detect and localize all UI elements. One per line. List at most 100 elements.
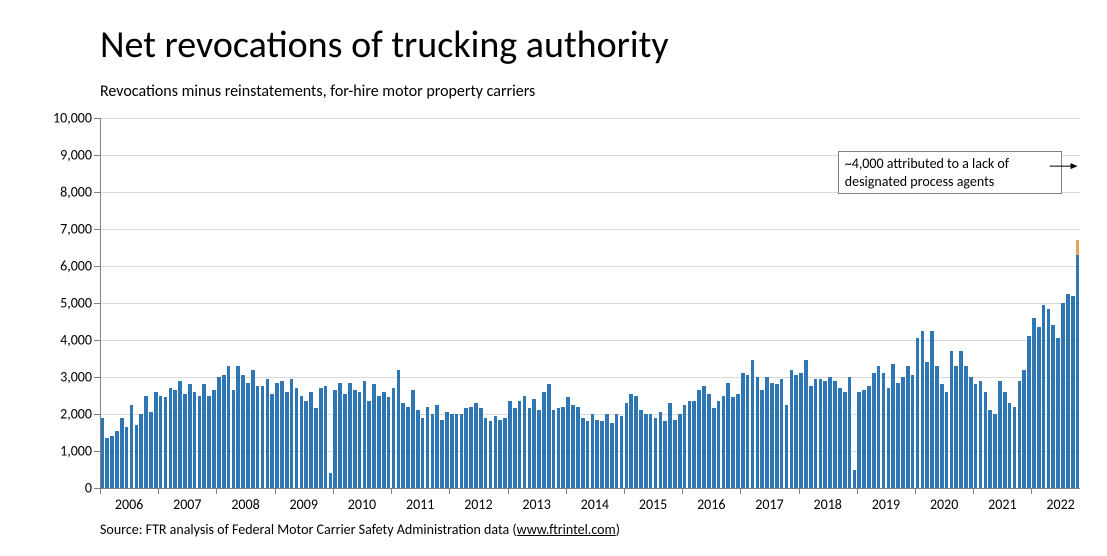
- bar: [329, 473, 333, 488]
- x-tick-label: 2007: [173, 496, 201, 513]
- bar: [1018, 381, 1022, 488]
- bar: [1042, 305, 1046, 488]
- bar: [523, 396, 527, 489]
- bar: [848, 377, 852, 488]
- bar: [838, 388, 842, 488]
- x-tick: [449, 488, 450, 494]
- bar: [906, 366, 910, 488]
- bar: [149, 412, 153, 488]
- chart-subtitle: Revocations minus reinstatements, for-hi…: [100, 82, 535, 101]
- bar: [188, 384, 192, 488]
- x-tick-label: 2022: [1046, 496, 1074, 513]
- bar: [964, 366, 968, 488]
- bar: [654, 418, 658, 488]
- bar: [421, 418, 425, 488]
- annotation-box: ~4,000 attributed to a lack ofdesignated…: [838, 151, 1062, 194]
- bar: [722, 396, 726, 489]
- x-tick-label: 2012: [464, 496, 492, 513]
- source-text: Source: FTR analysis of Federal Motor Ca…: [100, 521, 517, 538]
- bar: [639, 410, 643, 488]
- bar: [1013, 407, 1017, 488]
- x-tick: [216, 488, 217, 494]
- bar: [382, 392, 386, 488]
- bar: [629, 394, 633, 488]
- bar: [411, 390, 415, 488]
- y-tick-label: 5,000: [40, 295, 92, 312]
- bar: [120, 418, 124, 488]
- bar: [620, 416, 624, 488]
- bar: [901, 377, 905, 488]
- x-tick-label: 2006: [115, 496, 143, 513]
- x-tick-label: 2021: [988, 496, 1016, 513]
- bar: [998, 381, 1002, 488]
- bar: [547, 384, 551, 488]
- bar: [799, 373, 803, 488]
- bar: [600, 421, 604, 488]
- bar: [217, 377, 221, 488]
- bar: [712, 408, 716, 488]
- bar: [169, 388, 173, 488]
- bar: [707, 394, 711, 488]
- bar: [135, 425, 139, 488]
- bar: [634, 396, 638, 489]
- y-tick-label: 8,000: [40, 184, 92, 201]
- y-tick-label: 10,000: [40, 110, 92, 127]
- x-tick: [566, 488, 567, 494]
- bar: [207, 396, 211, 489]
- bar: [678, 414, 682, 488]
- bar: [862, 390, 866, 488]
- bar: [663, 421, 667, 488]
- bar: [232, 390, 236, 488]
- bar: [198, 396, 202, 489]
- bar: [484, 418, 488, 488]
- y-tick-label: 2,000: [40, 406, 92, 423]
- bar: [105, 438, 109, 488]
- bar: [911, 375, 915, 488]
- bar: [780, 379, 784, 488]
- bar: [950, 351, 954, 488]
- bar: [295, 388, 299, 488]
- bar: [891, 364, 895, 488]
- bar: [275, 383, 279, 488]
- bar: [872, 373, 876, 488]
- bar: [765, 377, 769, 488]
- bar: [746, 375, 750, 488]
- bar: [1027, 336, 1031, 488]
- bar: [300, 396, 304, 489]
- bar: [566, 397, 570, 488]
- source-text-suffix: ): [616, 521, 620, 538]
- bar: [144, 396, 148, 489]
- bar: [625, 403, 629, 488]
- bar: [435, 405, 439, 488]
- bar: [333, 390, 337, 488]
- bar: [416, 410, 420, 488]
- bar: [692, 401, 696, 488]
- y-tick-label: 1,000: [40, 443, 92, 460]
- bar: [794, 375, 798, 488]
- bar: [110, 436, 114, 488]
- bar: [814, 379, 818, 488]
- x-tick-label: 2008: [231, 496, 259, 513]
- bar: [469, 407, 473, 488]
- bar: [867, 386, 871, 488]
- bar: [605, 414, 609, 488]
- bar: [804, 360, 808, 488]
- bar: [959, 351, 963, 488]
- bar: [314, 408, 318, 488]
- bar: [586, 421, 590, 488]
- bar: [760, 390, 764, 488]
- bar: [115, 431, 119, 488]
- bar: [557, 408, 561, 488]
- x-tick: [973, 488, 974, 494]
- bar: [940, 384, 944, 488]
- bar: [1076, 255, 1080, 488]
- bar: [726, 383, 730, 488]
- bar: [159, 396, 163, 489]
- bar: [853, 470, 857, 489]
- source-link[interactable]: www.ftrintel.com: [517, 521, 616, 538]
- bar: [285, 392, 289, 488]
- bar: [945, 392, 949, 488]
- x-tick-label: 2018: [814, 496, 842, 513]
- bar: [595, 420, 599, 488]
- bar: [1032, 318, 1036, 488]
